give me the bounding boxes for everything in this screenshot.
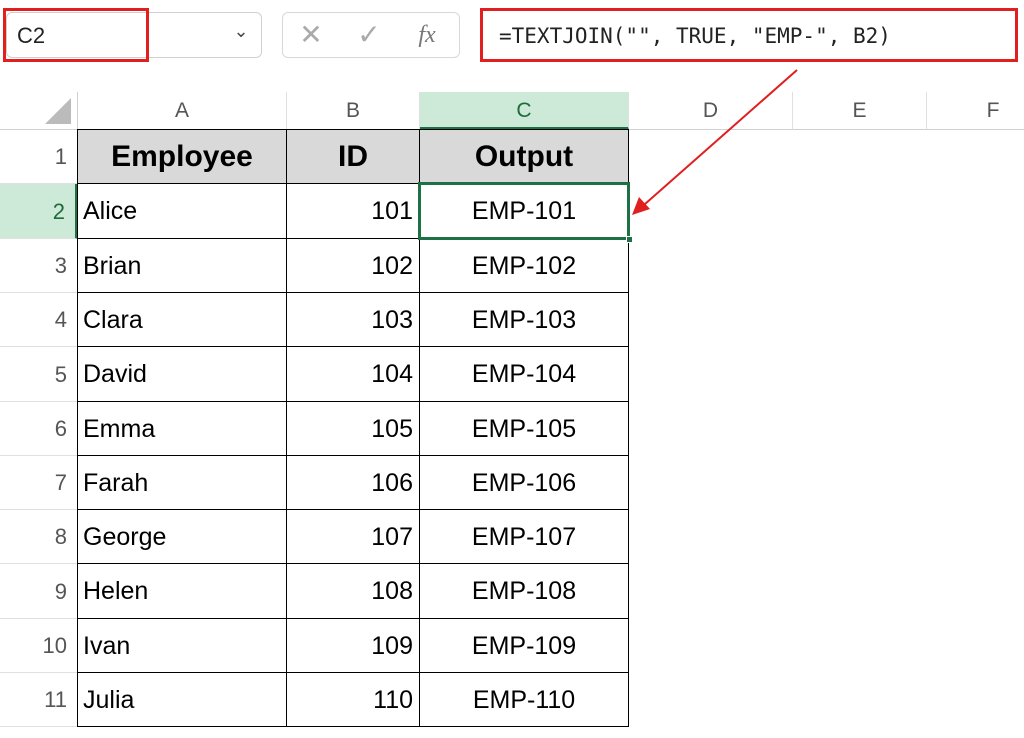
name-box-value: C2 xyxy=(17,23,46,48)
column-header-C[interactable]: C xyxy=(420,92,629,130)
chevron-down-icon[interactable]: ⌄ xyxy=(233,21,249,41)
name-box-highlight xyxy=(3,8,149,62)
column-header-F[interactable]: F xyxy=(927,92,1024,130)
check-icon[interactable]: ✓ xyxy=(357,19,381,50)
name-box[interactable]: C2 ⌄ xyxy=(6,12,262,58)
cell[interactable]: 110 xyxy=(286,672,420,727)
cell[interactable]: EMP-106 xyxy=(419,455,629,510)
cell[interactable]: EMP-104 xyxy=(419,346,629,402)
cell[interactable]: EMP-110 xyxy=(419,672,629,727)
cell[interactable]: George xyxy=(77,509,287,564)
row-header-10[interactable]: 10 xyxy=(0,619,78,673)
select-all-corner[interactable] xyxy=(0,92,78,130)
header-cell[interactable]: ID xyxy=(286,129,420,184)
cell[interactable]: Helen xyxy=(77,563,287,619)
fx-icon[interactable]: fx xyxy=(418,22,436,48)
formula-buttons: ✕ ✓ fx xyxy=(282,12,460,58)
cell[interactable]: Brian xyxy=(77,238,287,293)
column-header-A[interactable]: A xyxy=(78,92,287,130)
header-cell[interactable]: Output xyxy=(419,129,629,184)
fill-handle[interactable] xyxy=(626,236,633,243)
column-header-E[interactable]: E xyxy=(793,92,927,130)
cell[interactable]: 109 xyxy=(286,618,420,673)
formula-bar[interactable]: =TEXTJOIN("", TRUE, "EMP-", B2) xyxy=(480,8,1018,62)
x-icon[interactable]: ✕ xyxy=(299,19,323,50)
header-cell[interactable]: Employee xyxy=(77,129,287,184)
selected-cell-border xyxy=(418,182,630,240)
formula-text: =TEXTJOIN("", TRUE, "EMP-", B2) xyxy=(499,24,891,48)
row-header-2[interactable]: 2 xyxy=(0,184,78,239)
